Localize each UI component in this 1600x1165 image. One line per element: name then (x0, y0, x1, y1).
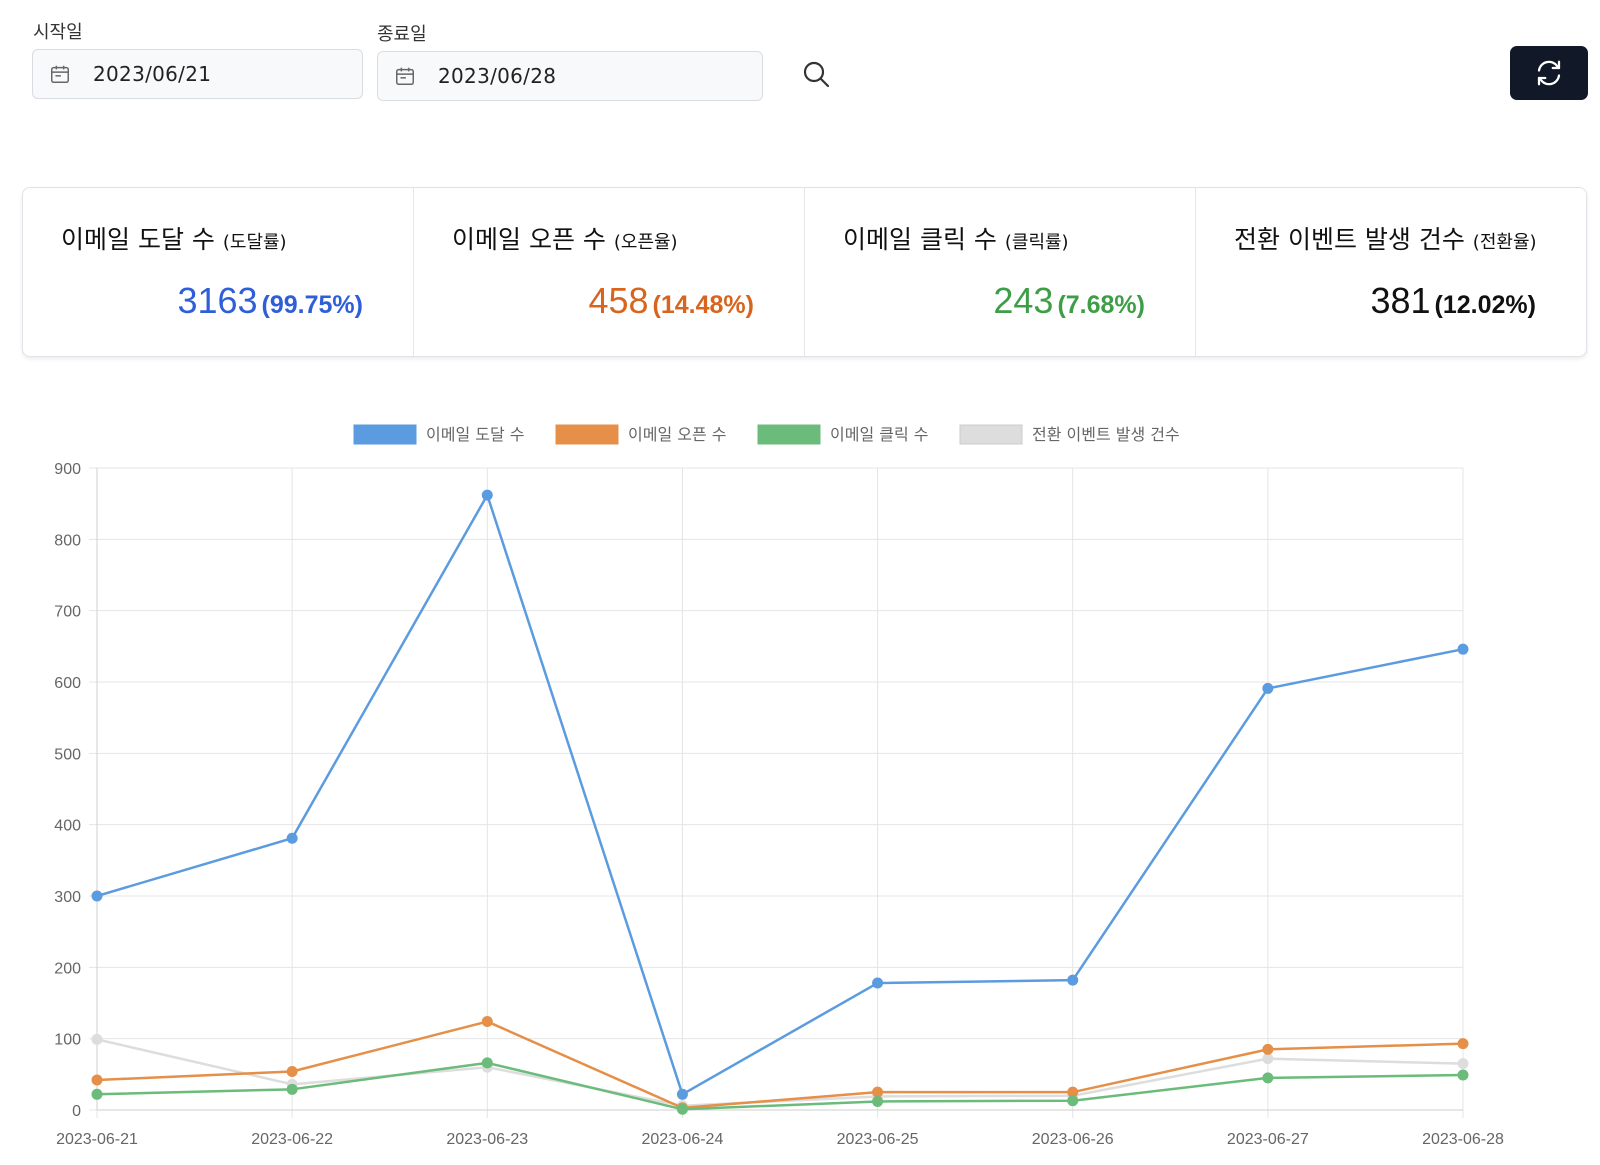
y-tick-label: 900 (54, 461, 81, 478)
start-date-field[interactable]: 2023/06/21 (32, 49, 363, 99)
y-tick-label: 500 (54, 746, 81, 763)
data-point (91, 1074, 103, 1086)
legend-label: 전환 이벤트 발생 건수 (1032, 425, 1180, 444)
data-point (481, 489, 493, 501)
end-date-field[interactable]: 2023/06/28 (377, 51, 763, 101)
stat-clicked: 이메일 클릭 수 (클릭률) 243 (7.68%) (805, 188, 1196, 356)
legend-label: 이메일 클릭 수 (830, 425, 929, 444)
y-tick-label: 800 (54, 532, 81, 549)
data-point (286, 1065, 298, 1077)
data-point (872, 1086, 884, 1098)
y-tick-label: 400 (54, 818, 81, 835)
stat-title: 이메일 오픈 수 (오픈율) (452, 225, 678, 254)
refresh-button[interactable] (1510, 46, 1588, 100)
calendar-icon (51, 65, 69, 83)
data-point (481, 1016, 493, 1028)
data-point (1457, 1058, 1469, 1070)
data-point (91, 890, 103, 902)
stat-title: 이메일 도달 수 (도달률) (61, 225, 287, 254)
data-point (286, 1083, 298, 1095)
x-tick-label: 2023-06-25 (837, 1131, 919, 1148)
legend-swatch (757, 424, 821, 445)
end-date-label: 종료일 (377, 24, 427, 45)
legend-swatch (353, 424, 417, 445)
legend-label: 이메일 오픈 수 (628, 425, 727, 444)
refresh-icon (1537, 60, 1561, 86)
data-point (1262, 1053, 1274, 1065)
y-tick-label: 600 (54, 675, 81, 692)
stat-opened: 이메일 오픈 수 (오픈율) 458 (14.48%) (414, 188, 805, 356)
calendar-icon (396, 67, 414, 85)
data-point (481, 1057, 493, 1069)
y-tick-label: 300 (54, 889, 81, 906)
stat-title: 전환 이벤트 발생 건수 (전환율) (1234, 225, 1537, 254)
stat-delivered: 이메일 도달 수 (도달률) 3163 (99.75%) (23, 188, 414, 356)
data-point (676, 1103, 688, 1115)
data-point (872, 1095, 884, 1107)
data-point (1457, 1038, 1469, 1050)
x-tick-label: 2023-06-28 (1422, 1131, 1504, 1148)
data-point (1067, 974, 1079, 986)
stat-conversion: 전환 이벤트 발생 건수 (전환율) 381 (12.02%) (1196, 188, 1586, 356)
stat-value: 381 (12.02%) (1370, 280, 1536, 321)
x-tick-label: 2023-06-24 (642, 1131, 724, 1148)
legend-label: 이메일 도달 수 (426, 425, 525, 444)
start-date-label: 시작일 (33, 22, 83, 43)
stat-value: 3163 (99.75%) (177, 280, 363, 321)
y-tick-label: 200 (54, 960, 81, 977)
series-line (96, 493, 1464, 1096)
data-point (1457, 1069, 1469, 1081)
y-tick-label: 100 (54, 1032, 81, 1049)
stat-title: 이메일 클릭 수 (클릭률) (843, 225, 1069, 254)
x-tick-label: 2023-06-21 (56, 1131, 138, 1148)
data-point (286, 832, 298, 844)
stat-value: 458 (14.48%) (588, 280, 754, 321)
series-line (96, 1020, 1464, 1110)
data-point (1262, 1043, 1274, 1055)
data-point (1067, 1095, 1079, 1107)
legend-swatch (959, 424, 1023, 445)
legend-swatch (555, 424, 619, 445)
x-tick-label: 2023-06-22 (251, 1131, 333, 1148)
data-point (91, 1033, 103, 1045)
data-point (676, 1088, 688, 1100)
y-tick-label: 0 (72, 1103, 81, 1120)
end-date-value: 2023/06/28 (438, 64, 557, 88)
data-point (1262, 1072, 1274, 1084)
stats-summary-card: 이메일 도달 수 (도달률) 3163 (99.75%) 이메일 오픈 수 (오픈… (22, 187, 1587, 357)
data-point (1262, 682, 1274, 694)
y-tick-label: 700 (54, 604, 81, 621)
line-chart: 0 100 200 300 400 500 600 700 800 900 2023-06-21 20… (54, 424, 1504, 1148)
x-tick-label: 2023-06-27 (1227, 1131, 1309, 1148)
data-point (1067, 1086, 1079, 1098)
x-tick-label: 2023-06-23 (446, 1131, 528, 1148)
data-point (872, 977, 884, 989)
series-line (96, 1038, 1464, 1107)
start-date-value: 2023/06/21 (93, 62, 212, 86)
search-icon[interactable] (800, 58, 832, 90)
series-line (96, 1061, 1464, 1111)
data-point (91, 1088, 103, 1100)
stat-value: 243 (7.68%) (993, 280, 1145, 321)
x-tick-label: 2023-06-26 (1032, 1131, 1114, 1148)
data-point (1457, 643, 1469, 655)
